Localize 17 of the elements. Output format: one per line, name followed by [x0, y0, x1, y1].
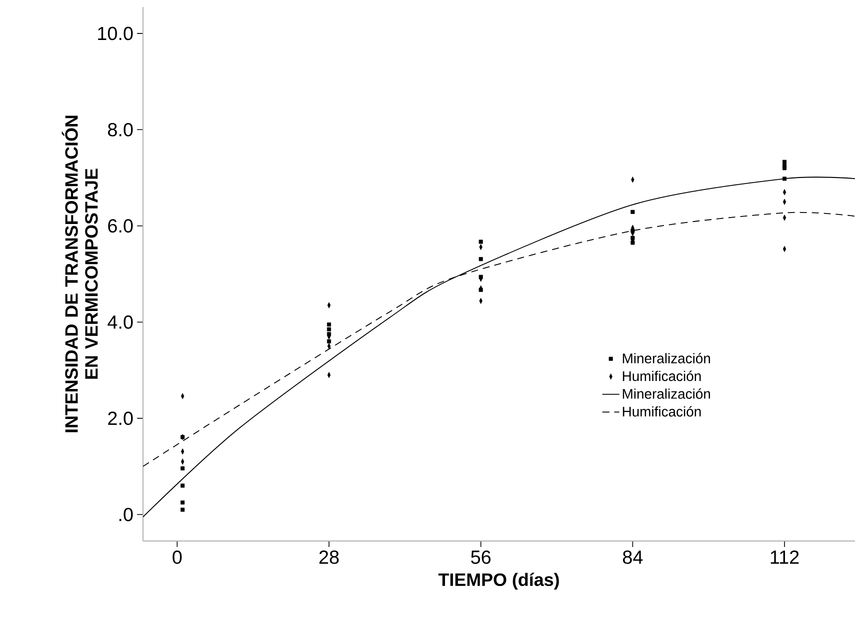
y-tick-label: 2.0: [108, 412, 133, 426]
x-tick-label: 84: [622, 550, 643, 564]
y-tick-label: 4.0: [108, 315, 133, 329]
x-tick-label: 28: [319, 550, 339, 564]
y-tick-label: 10.0: [98, 26, 133, 40]
x-tick-label: 112: [770, 550, 799, 564]
y-tick-label: .0: [119, 508, 133, 522]
legend-label: Humificación: [622, 370, 701, 382]
x-axis-title: TIEMPO (días): [438, 572, 559, 590]
x-tick-label: 0: [172, 550, 182, 564]
y-tick-label: 8.0: [108, 122, 133, 136]
legend-label: Mineralización: [622, 388, 710, 399]
legend-label: Humificación: [622, 406, 701, 417]
y-axis-title: INTENSIDAD DE TRANSFORMACIÓN EN VERMICOMPOSTAJE: [62, 116, 98, 432]
y-tick-label: 6.0: [108, 219, 133, 233]
x-tick-label: 56: [471, 550, 491, 564]
legend-label: Mineralización: [622, 352, 710, 364]
